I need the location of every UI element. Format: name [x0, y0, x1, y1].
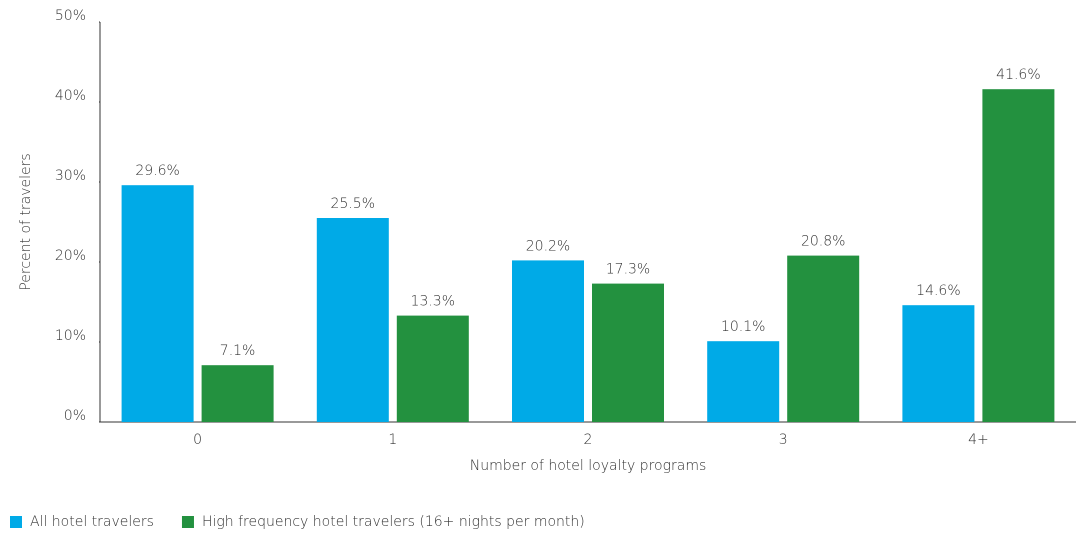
bar	[396, 315, 469, 422]
y-tick-label: 30%	[55, 168, 86, 184]
data-label: 29.6%	[135, 163, 179, 179]
data-label: 25.5%	[331, 196, 375, 212]
x-axis-title: Number of hotel loyalty programs	[470, 458, 707, 474]
legend-swatch	[10, 516, 22, 528]
data-label: 13.3%	[411, 294, 455, 310]
bar	[512, 260, 584, 422]
legend-swatch	[181, 516, 194, 528]
data-label: 20.8%	[801, 234, 845, 250]
bar	[592, 283, 664, 422]
bar	[316, 218, 389, 422]
y-tick-label: 0%	[64, 408, 86, 424]
y-tick-label: 40%	[55, 88, 86, 104]
bar	[902, 305, 975, 422]
bar	[201, 365, 274, 422]
x-tick-label: 1	[388, 432, 397, 448]
data-label: 41.6%	[996, 67, 1040, 83]
bar	[787, 255, 860, 422]
x-tick-label: 0	[193, 432, 202, 448]
legend-label: High frequency hotel travelers (16+ nigh…	[202, 514, 585, 530]
data-label: 14.6%	[916, 283, 960, 299]
data-label: 7.1%	[220, 343, 256, 359]
bar	[707, 341, 780, 422]
x-tick-label: 3	[779, 432, 788, 448]
y-tick-label: 50%	[55, 8, 86, 24]
bar	[121, 185, 194, 422]
data-label: 20.2%	[526, 238, 570, 254]
y-tick-label: 10%	[55, 328, 86, 344]
y-tick-label: 20%	[55, 248, 86, 264]
bar	[982, 89, 1055, 422]
data-label: 17.3%	[606, 262, 650, 278]
x-tick-label: 4+	[968, 432, 989, 448]
x-tick-label: 2	[584, 432, 593, 448]
y-axis-title: Percent of travelers	[18, 153, 34, 290]
data-label: 10.1%	[721, 319, 765, 335]
legend-label: All hotel travelers	[30, 514, 154, 530]
